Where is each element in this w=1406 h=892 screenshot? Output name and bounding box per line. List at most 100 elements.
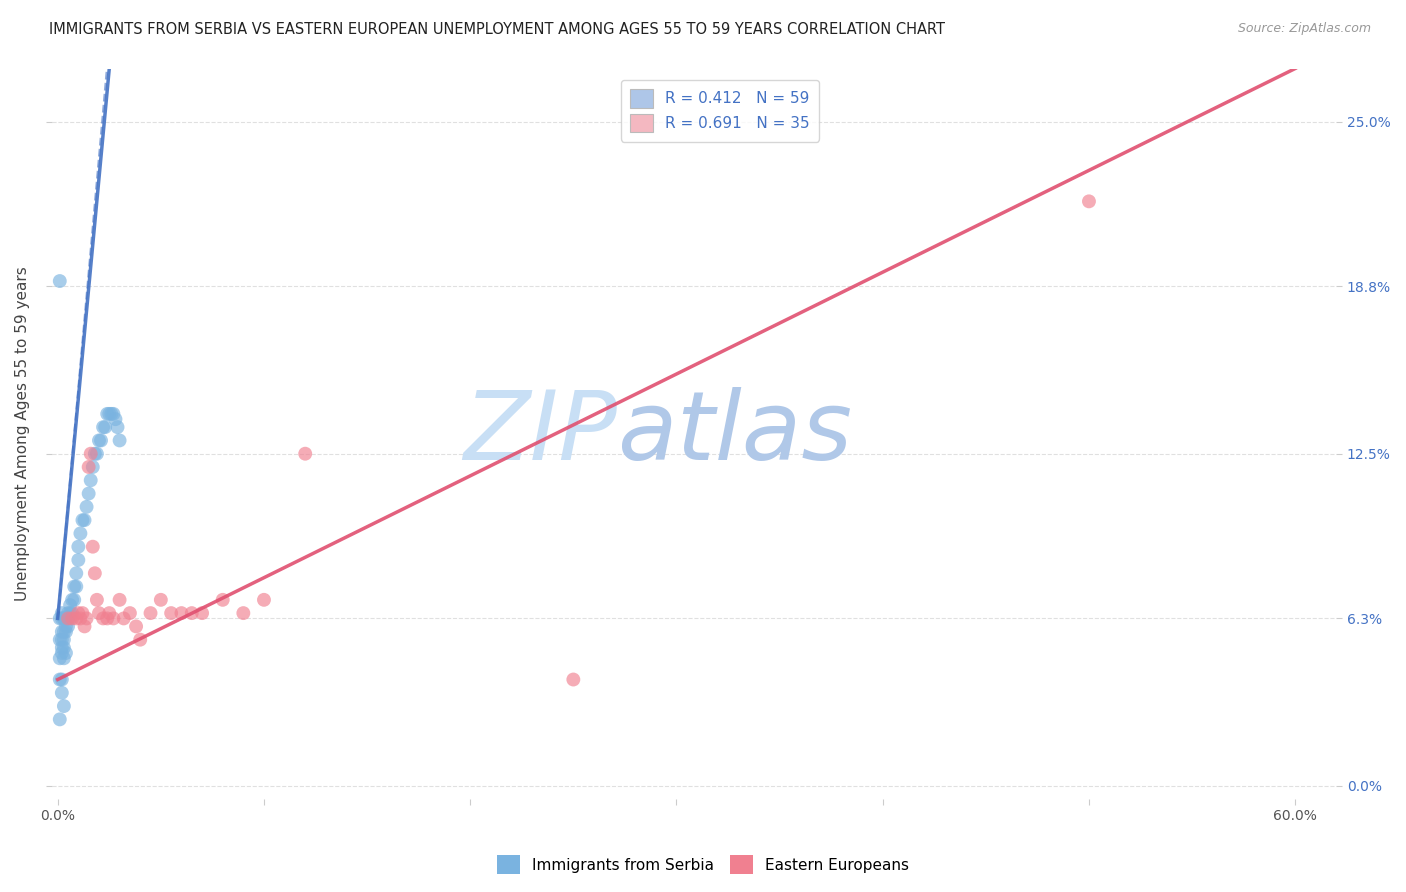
Text: ZIP: ZIP [463, 387, 617, 480]
Point [51, 673, 73, 687]
Point [69, 526, 91, 541]
Text: IMMIGRANTS FROM SERBIA VS EASTERN EUROPEAN UNEMPLOYMENT AMONG AGES 55 TO 59 YEAR: IMMIGRANTS FROM SERBIA VS EASTERN EUROPE… [49, 22, 945, 37]
Point [87, 606, 110, 620]
Point [125, 619, 148, 633]
Point [253, 592, 276, 607]
Point [100, 407, 122, 421]
Point [72, 606, 94, 620]
Point [51, 624, 73, 639]
Point [63, 580, 86, 594]
Point [73, 513, 96, 527]
Point [56, 619, 79, 633]
Point [160, 606, 183, 620]
Point [63, 592, 86, 607]
Point [91, 611, 114, 625]
Point [67, 606, 90, 620]
Point [59, 606, 82, 620]
Point [56, 611, 79, 625]
Point [49, 673, 72, 687]
Point [52, 651, 75, 665]
Point [108, 434, 131, 448]
Point [87, 434, 110, 448]
Point [98, 606, 121, 620]
Point [191, 606, 214, 620]
Point [69, 611, 91, 625]
Point [118, 606, 141, 620]
Point [112, 611, 135, 625]
Point [94, 420, 117, 434]
Point [80, 447, 103, 461]
Point [83, 447, 105, 461]
Point [65, 566, 87, 581]
Point [52, 699, 75, 714]
Point [72, 513, 94, 527]
Point [86, 447, 108, 461]
Point [51, 611, 73, 625]
Legend: Immigrants from Serbia, Eastern Europeans: Immigrants from Serbia, Eastern European… [491, 849, 915, 880]
Point [51, 646, 73, 660]
Point [86, 592, 108, 607]
Point [96, 407, 118, 421]
Point [82, 540, 104, 554]
Point [98, 407, 121, 421]
Point [149, 592, 172, 607]
Point [211, 592, 233, 607]
Point [51, 686, 73, 700]
Point [96, 611, 118, 625]
Point [91, 420, 114, 434]
Point [49, 632, 72, 647]
Point [77, 460, 100, 475]
Point [77, 486, 100, 500]
Point [52, 611, 75, 625]
Point [55, 611, 77, 625]
Point [83, 566, 105, 581]
Point [76, 611, 98, 625]
Point [55, 624, 77, 639]
Point [232, 606, 254, 620]
Point [52, 611, 75, 625]
Point [52, 632, 75, 647]
Point [90, 434, 112, 448]
Point [67, 540, 90, 554]
Point [108, 592, 131, 607]
Point [59, 598, 82, 612]
Point [82, 460, 104, 475]
Text: atlas: atlas [617, 387, 852, 480]
Legend: R = 0.412   N = 59, R = 0.691   N = 35: R = 0.412 N = 59, R = 0.691 N = 35 [620, 79, 818, 142]
Point [60, 606, 83, 620]
Point [52, 624, 75, 639]
Point [51, 606, 73, 620]
Point [55, 619, 77, 633]
Point [60, 611, 83, 625]
Point [139, 606, 162, 620]
Point [180, 606, 202, 620]
Point [51, 632, 73, 647]
Point [1078, 194, 1101, 209]
Point [55, 646, 77, 660]
Point [73, 619, 96, 633]
Point [129, 632, 152, 647]
Point [65, 580, 87, 594]
Point [562, 673, 585, 687]
Point [80, 473, 103, 487]
Point [52, 640, 75, 655]
Point [49, 712, 72, 726]
Point [65, 611, 87, 625]
Point [49, 611, 72, 625]
Y-axis label: Unemployment Among Ages 55 to 59 years: Unemployment Among Ages 55 to 59 years [15, 267, 30, 601]
Point [56, 611, 79, 625]
Point [49, 651, 72, 665]
Point [103, 407, 125, 421]
Point [67, 553, 90, 567]
Point [56, 606, 79, 620]
Point [59, 611, 82, 625]
Point [170, 606, 193, 620]
Point [76, 500, 98, 514]
Point [49, 274, 72, 288]
Point [104, 412, 127, 426]
Point [103, 611, 125, 625]
Point [51, 640, 73, 655]
Point [107, 420, 129, 434]
Point [294, 447, 316, 461]
Point [60, 592, 83, 607]
